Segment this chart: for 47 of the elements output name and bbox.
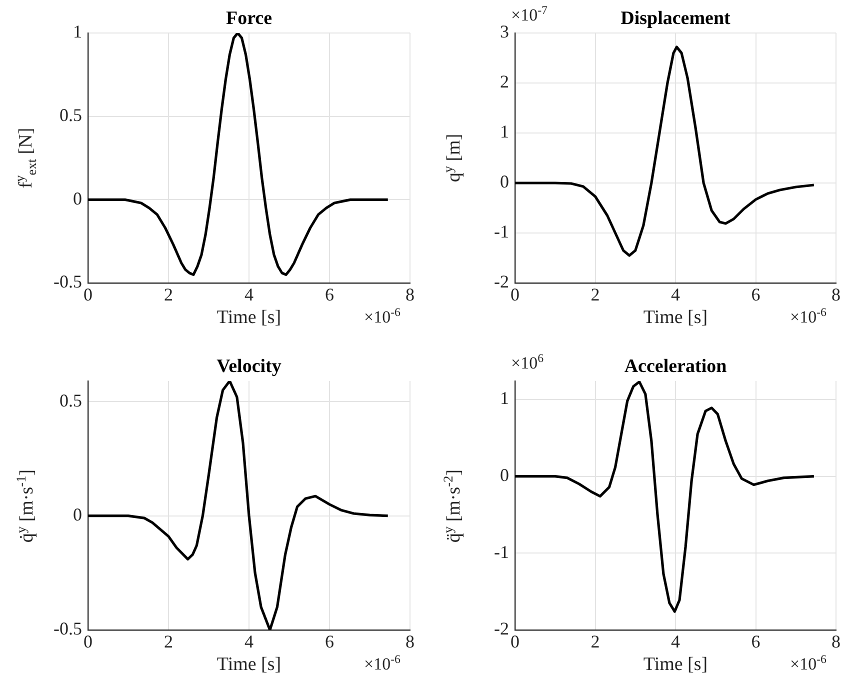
x-axis-title: Time [s] xyxy=(643,307,708,329)
chart-title: Displacement xyxy=(620,8,730,30)
y-tick-label: 0 xyxy=(73,504,82,525)
y-tick-label: 3 xyxy=(500,22,509,42)
text: ×10$^{6}$ xyxy=(511,351,544,374)
y-tick-label: 1 xyxy=(500,388,509,408)
y-tick-label: 0 xyxy=(500,465,509,486)
y-tick-label: 2 xyxy=(500,72,509,92)
x-tick-label: 2 xyxy=(590,284,600,305)
y-tick-label: 1 xyxy=(73,22,82,42)
chart-title: Velocity xyxy=(216,356,282,378)
x-tick-label: 4 xyxy=(671,632,680,652)
y-tick-label: -2 xyxy=(494,618,509,639)
x-tick-label: 8 xyxy=(832,632,840,652)
chart-title: Force xyxy=(226,8,272,30)
y-tick-label: -1 xyxy=(494,222,509,242)
x-tick-label: 6 xyxy=(325,284,334,305)
x-tick-label: 8 xyxy=(406,632,414,652)
x-tick-label: 6 xyxy=(751,284,760,305)
y-tick-label: -2 xyxy=(494,272,509,292)
text: ×10$^{-6}$ xyxy=(790,652,826,675)
text: ×10$^{-6}$ xyxy=(364,305,400,328)
x-axis-title: Time [s] xyxy=(643,654,708,676)
x-tick-label: 8 xyxy=(832,284,840,305)
x-tick-label: 2 xyxy=(590,632,600,652)
y-tick-label: 0 xyxy=(73,188,82,208)
text: ×10$^{-7}$ xyxy=(511,3,548,26)
y-tick-label: -0.5 xyxy=(54,272,82,292)
y-tick-label: -0.5 xyxy=(54,618,82,639)
y-tick-label: -1 xyxy=(494,542,509,562)
y-tick-label: 0 xyxy=(500,172,509,192)
y-tick-label: 0.5 xyxy=(60,105,82,126)
text: ×10$^{-6}$ xyxy=(790,305,826,328)
chart-title: Acceleration xyxy=(624,356,727,378)
x-tick-label: 6 xyxy=(325,632,334,652)
x-tick-label: 2 xyxy=(164,632,173,652)
text: ×10$^{-6}$ xyxy=(364,652,400,675)
x-tick-label: 6 xyxy=(751,632,760,652)
x-tick-label: 4 xyxy=(671,284,680,305)
x-tick-label: 8 xyxy=(406,284,414,305)
y-tick-label: 0.5 xyxy=(60,390,82,410)
x-axis-title: Time [s] xyxy=(216,307,282,329)
x-axis-title: Time [s] xyxy=(216,654,282,676)
x-tick-label: 4 xyxy=(244,632,254,652)
x-tick-label: 4 xyxy=(244,284,254,305)
y-tick-label: 1 xyxy=(500,122,509,142)
x-tick-label: 2 xyxy=(164,284,173,305)
